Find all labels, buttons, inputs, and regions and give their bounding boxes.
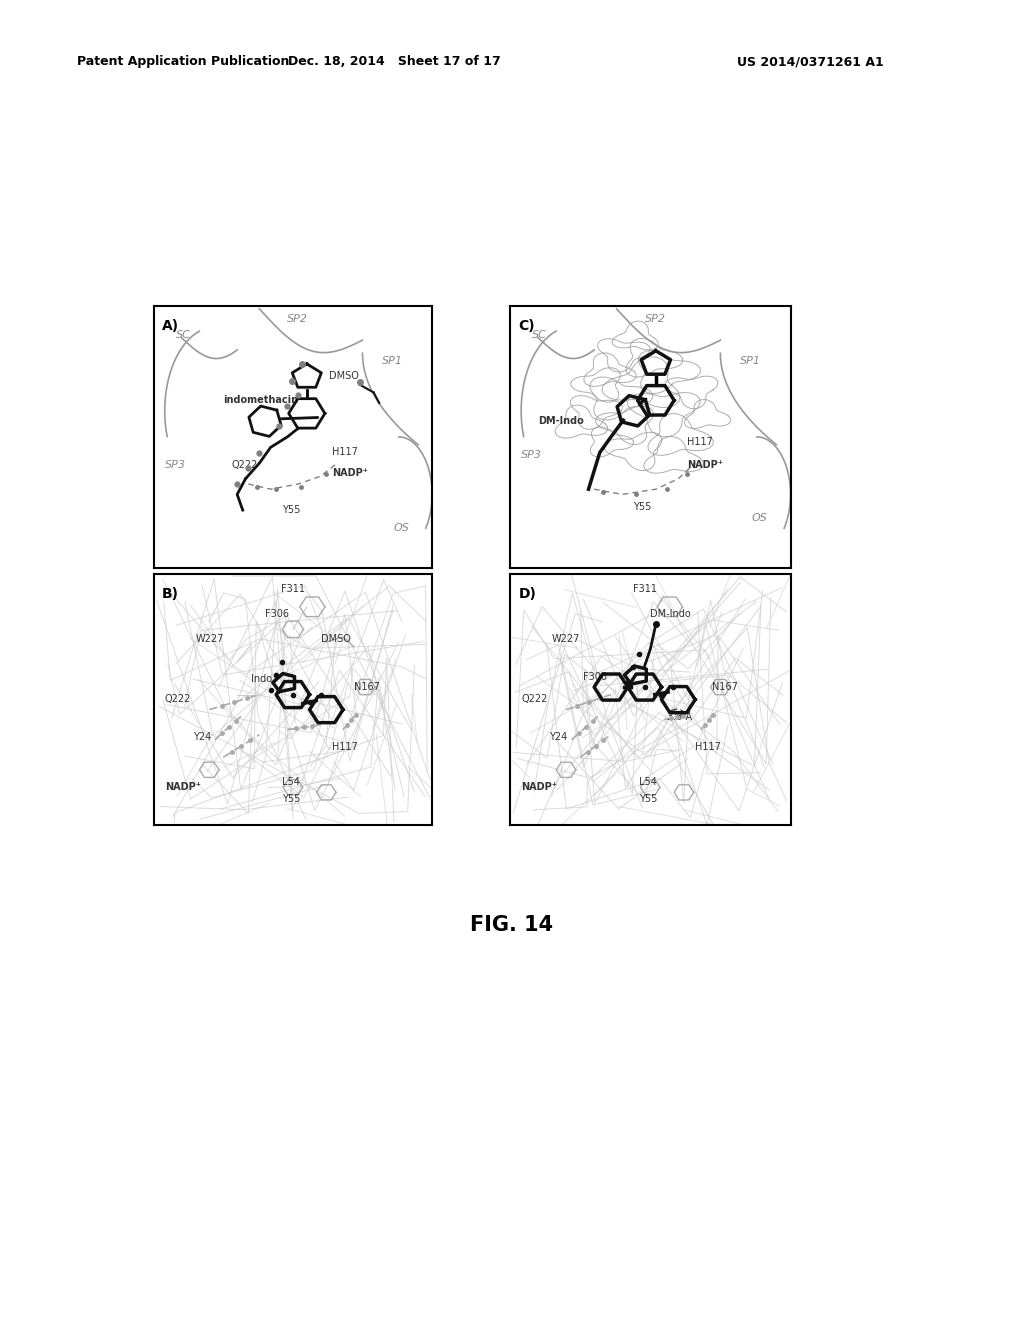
Text: B): B) (162, 586, 179, 601)
Text: Y55: Y55 (639, 795, 657, 804)
Text: NADP⁺: NADP⁺ (332, 469, 368, 478)
Text: F311: F311 (633, 583, 656, 594)
Text: SP2: SP2 (288, 314, 308, 323)
Text: Indo: Indo (251, 675, 272, 684)
Text: SP1: SP1 (740, 355, 761, 366)
Text: W227: W227 (196, 634, 224, 644)
Text: Dec. 18, 2014   Sheet 17 of 17: Dec. 18, 2014 Sheet 17 of 17 (288, 55, 501, 69)
Text: Y55: Y55 (282, 795, 300, 804)
Text: SC: SC (532, 330, 547, 339)
Text: US 2014/0371261 A1: US 2014/0371261 A1 (737, 55, 884, 69)
Text: FIG. 14: FIG. 14 (470, 915, 554, 935)
Text: A): A) (162, 319, 179, 334)
Text: Q222: Q222 (521, 694, 548, 704)
Text: Y24: Y24 (549, 731, 567, 742)
Text: L54: L54 (639, 777, 656, 787)
Text: DMSO: DMSO (329, 371, 359, 381)
Text: SP3: SP3 (165, 461, 185, 470)
Text: OS: OS (393, 523, 409, 533)
Text: C): C) (518, 319, 535, 334)
Text: NADP⁺: NADP⁺ (165, 781, 201, 792)
Text: NADP⁺: NADP⁺ (521, 781, 557, 792)
Text: N167: N167 (354, 681, 380, 692)
Text: H117: H117 (687, 437, 713, 446)
Text: Q222: Q222 (231, 461, 258, 470)
Text: N167: N167 (712, 681, 738, 692)
Text: F311: F311 (281, 583, 305, 594)
Text: Y24: Y24 (193, 731, 211, 742)
Text: DMSO: DMSO (321, 634, 350, 644)
Text: W227: W227 (552, 634, 581, 644)
Text: indomethacin: indomethacin (223, 395, 298, 405)
Text: Q222: Q222 (165, 694, 191, 704)
Text: H117: H117 (695, 742, 721, 752)
Text: OS: OS (752, 512, 767, 523)
Text: D): D) (518, 586, 537, 601)
Text: DM-Indo: DM-Indo (650, 609, 691, 619)
Text: DM-Indo: DM-Indo (538, 416, 584, 426)
Text: SP3: SP3 (521, 450, 542, 459)
Text: Patent Application Publication: Patent Application Publication (77, 55, 289, 69)
Text: H117: H117 (332, 742, 357, 752)
Text: Y55: Y55 (282, 504, 300, 515)
Text: L54: L54 (282, 777, 300, 787)
Text: F306: F306 (265, 609, 289, 619)
Text: H117: H117 (332, 447, 357, 457)
Text: SC: SC (176, 330, 190, 339)
Text: 3.5 Å: 3.5 Å (667, 711, 692, 722)
Text: F306: F306 (583, 672, 607, 681)
Text: Y55: Y55 (634, 502, 652, 512)
Text: NADP⁺: NADP⁺ (687, 461, 723, 470)
Text: SP1: SP1 (382, 355, 403, 366)
Text: SP2: SP2 (645, 314, 666, 323)
